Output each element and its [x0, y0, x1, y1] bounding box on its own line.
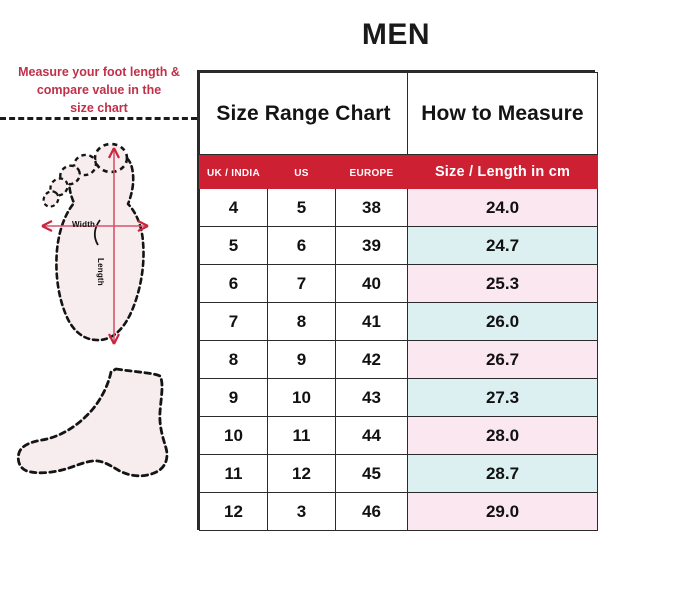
cell-europe: 46 — [335, 492, 408, 531]
cell-us: 3 — [267, 492, 336, 531]
column-header-us: US — [267, 154, 336, 189]
cell-size-length: 24.7 — [407, 226, 598, 265]
cell-europe: 41 — [335, 302, 408, 341]
group-header-size-range: Size Range Chart — [199, 72, 408, 155]
cell-europe: 38 — [335, 188, 408, 227]
cell-uk-india: 4 — [199, 188, 268, 227]
cell-size-length: 26.0 — [407, 302, 598, 341]
cell-size-length: 24.0 — [407, 188, 598, 227]
cell-europe: 40 — [335, 264, 408, 303]
cell-size-length: 28.7 — [407, 454, 598, 493]
table-row: 11 12 45 28.7 — [199, 454, 598, 493]
cell-us: 5 — [267, 188, 336, 227]
table-row: 8 9 42 26.7 — [199, 340, 598, 379]
instruction-line-3: size chart — [70, 101, 128, 115]
column-header-uk-india-label: UK / INDIA — [207, 167, 260, 179]
column-header-europe-label: EUROPE — [349, 167, 394, 179]
cell-size-length: 27.3 — [407, 378, 598, 417]
cell-uk-india: 10 — [199, 416, 268, 455]
cell-size-length: 26.7 — [407, 340, 598, 379]
foot-side-diagram — [8, 360, 186, 495]
cell-us: 12 — [267, 454, 336, 493]
table-row: 10 11 44 28.0 — [199, 416, 598, 455]
cell-size-length: 29.0 — [407, 492, 598, 531]
cell-us: 7 — [267, 264, 336, 303]
cell-uk-india: 5 — [199, 226, 268, 265]
instruction-line-1: Measure your foot length & — [18, 65, 180, 79]
width-dimension-label: Width — [72, 220, 96, 229]
cell-us: 6 — [267, 226, 336, 265]
size-range-table-wrapper: Size Range Chart How to Measure UK / IND… — [197, 70, 598, 531]
cell-europe: 42 — [335, 340, 408, 379]
cell-uk-india: 12 — [199, 492, 268, 531]
cell-size-length: 25.3 — [407, 264, 598, 303]
table-row: 6 7 40 25.3 — [199, 264, 598, 303]
table-row: 12 3 46 29.0 — [199, 492, 598, 531]
column-header-europe: EUROPE — [335, 154, 408, 189]
cell-size-length: 28.0 — [407, 416, 598, 455]
column-header-size-length-label: Size / Length in cm — [434, 163, 571, 180]
foot-sole-diagram — [28, 142, 180, 347]
column-header-us-label: US — [294, 167, 309, 179]
cell-us: 9 — [267, 340, 336, 379]
column-header-uk-india: UK / INDIA — [199, 154, 268, 189]
length-dimension-label: Length — [96, 258, 105, 286]
group-header-row: Size Range Chart How to Measure — [199, 72, 598, 155]
column-header-size-length: Size / Length in cm — [407, 154, 598, 189]
table-row: 4 5 38 24.0 — [199, 188, 598, 227]
page-title: MEN — [361, 18, 431, 51]
cell-us: 8 — [267, 302, 336, 341]
table-row: 9 10 43 27.3 — [199, 378, 598, 417]
cell-uk-india: 11 — [199, 454, 268, 493]
cell-europe: 44 — [335, 416, 408, 455]
cell-europe: 43 — [335, 378, 408, 417]
cell-us: 11 — [267, 416, 336, 455]
cell-europe: 39 — [335, 226, 408, 265]
cell-uk-india: 9 — [199, 378, 268, 417]
cell-uk-india: 8 — [199, 340, 268, 379]
instruction-line-2: compare value in the — [36, 83, 162, 97]
dashed-divider — [0, 117, 197, 120]
size-table-body: 4 5 38 24.0 5 6 39 24.7 6 7 40 25.3 7 8 41 26.0 8 9 42 26.7… — [199, 188, 598, 531]
measure-instruction: Measure your foot length & compare value… — [8, 63, 190, 117]
column-header-row: UK / INDIA US EUROPE Size / Length in cm — [199, 154, 598, 189]
cell-uk-india: 7 — [199, 302, 268, 341]
group-header-how-to-measure: How to Measure — [407, 72, 598, 155]
table-row: 7 8 41 26.0 — [199, 302, 598, 341]
size-range-table: Size Range Chart How to Measure UK / IND… — [199, 72, 598, 531]
cell-uk-india: 6 — [199, 264, 268, 303]
cell-europe: 45 — [335, 454, 408, 493]
cell-us: 10 — [267, 378, 336, 417]
table-row: 5 6 39 24.7 — [199, 226, 598, 265]
